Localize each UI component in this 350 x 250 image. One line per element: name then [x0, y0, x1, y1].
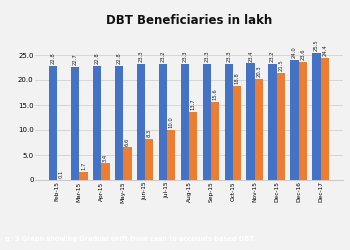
Bar	[145, 138, 153, 180]
Bar	[225, 64, 233, 180]
Text: 24.0: 24.0	[292, 47, 297, 58]
Text: 23.3: 23.3	[204, 50, 209, 62]
Bar	[159, 64, 167, 180]
Text: 22.7: 22.7	[72, 53, 78, 65]
Text: 24.4: 24.4	[322, 45, 327, 56]
Bar	[49, 66, 57, 180]
Text: 1.7: 1.7	[81, 162, 86, 170]
Bar	[299, 62, 307, 180]
Text: 6.6: 6.6	[125, 137, 130, 145]
Bar	[312, 52, 321, 180]
Bar	[277, 72, 285, 180]
Text: 15.6: 15.6	[212, 89, 218, 101]
Text: 23.3: 23.3	[226, 50, 231, 62]
Text: 10.0: 10.0	[169, 117, 174, 128]
Text: 8.3: 8.3	[147, 129, 152, 137]
Bar	[203, 64, 211, 180]
Bar	[101, 163, 110, 180]
Text: 23.2: 23.2	[270, 51, 275, 62]
Text: 22.8: 22.8	[51, 53, 56, 64]
Text: 3.4: 3.4	[103, 153, 108, 162]
Bar	[211, 102, 219, 180]
Text: 0.1: 0.1	[59, 170, 64, 178]
Bar	[268, 64, 277, 180]
Bar	[79, 172, 88, 180]
Text: 21.5: 21.5	[279, 59, 284, 71]
Text: 18.8: 18.8	[234, 73, 239, 85]
Bar	[167, 130, 175, 180]
Text: g: 3 Graph showing Gradual shift from cash to accounts based DBT: g: 3 Graph showing Gradual shift from ca…	[5, 236, 254, 242]
Text: 23.3: 23.3	[139, 50, 143, 62]
Text: 22.8: 22.8	[117, 53, 121, 64]
Bar	[233, 86, 241, 180]
Text: 23.6: 23.6	[300, 49, 306, 60]
Text: 25.5: 25.5	[314, 39, 319, 51]
Bar	[255, 78, 263, 180]
Text: 22.8: 22.8	[94, 53, 99, 64]
Text: 23.3: 23.3	[182, 50, 187, 62]
Bar	[246, 63, 255, 180]
Text: 20.3: 20.3	[257, 65, 261, 77]
Title: DBT Beneficiaries in lakh: DBT Beneficiaries in lakh	[106, 14, 272, 28]
Text: 23.4: 23.4	[248, 50, 253, 62]
Bar	[123, 147, 132, 180]
Bar	[93, 66, 101, 180]
Text: 13.7: 13.7	[191, 98, 196, 110]
Bar	[181, 64, 189, 180]
Bar	[290, 60, 299, 180]
Bar	[321, 58, 329, 180]
Bar	[71, 66, 79, 180]
Bar	[115, 66, 123, 180]
Bar	[189, 112, 197, 180]
Text: 23.2: 23.2	[160, 51, 166, 62]
Bar	[137, 64, 145, 180]
